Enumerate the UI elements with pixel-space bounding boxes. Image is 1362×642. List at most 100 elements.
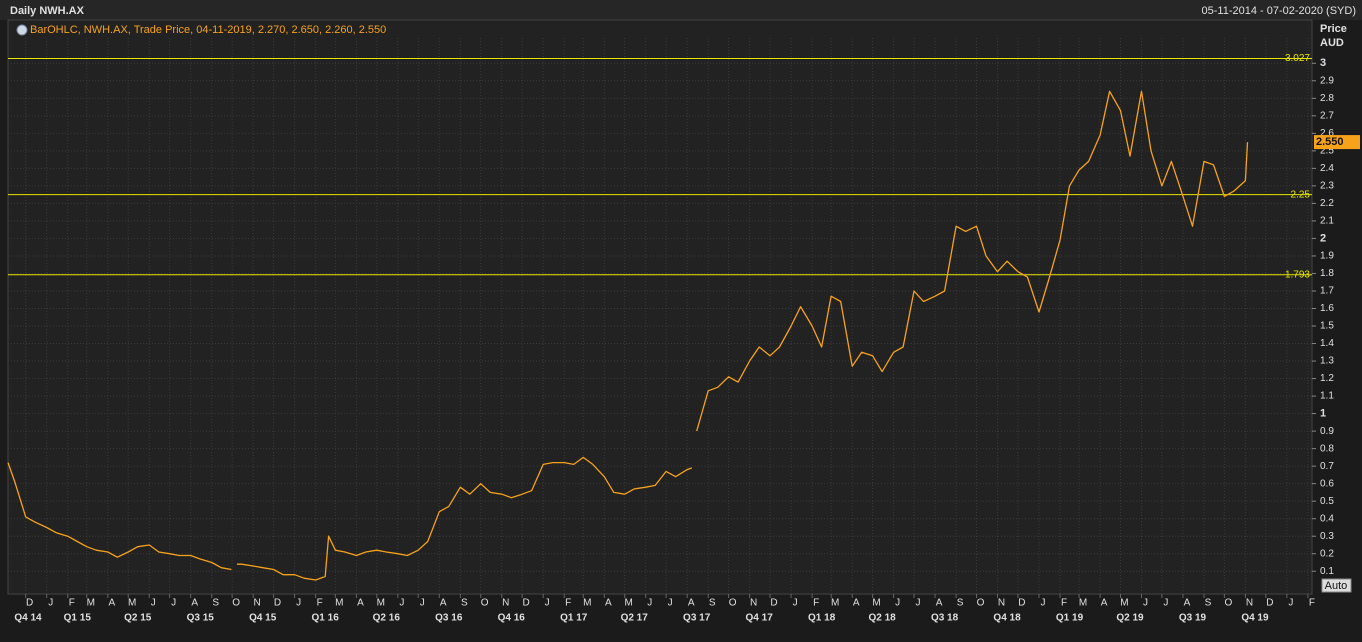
date-range: 05-11-2014 - 07-02-2020 (SYD) (1202, 5, 1357, 17)
x-tick-label: F (1061, 598, 1067, 609)
y-tick-label: 2.8 (1320, 93, 1334, 104)
quarter-label: Q4 17 (746, 613, 774, 624)
y-tick-label: 0.6 (1320, 478, 1334, 489)
auto-button[interactable] (1321, 578, 1352, 593)
x-tick-label: M (583, 598, 591, 609)
y-axis-title: AUD (1320, 37, 1344, 49)
quarter-label: Q3 18 (931, 613, 959, 624)
quarter-label: Q4 19 (1241, 613, 1269, 624)
x-tick-label: A (688, 598, 695, 609)
x-tick-label: N (254, 598, 261, 609)
quarter-label: Q2 19 (1116, 613, 1144, 624)
x-tick-label: M (377, 598, 385, 609)
y-tick-label: 2.3 (1320, 181, 1334, 192)
x-tick-label: J (399, 598, 404, 609)
x-tick-label: A (853, 598, 860, 609)
x-tick-label: D (274, 598, 281, 609)
quarter-label: Q2 16 (373, 613, 401, 624)
y-tick-label: 1 (1320, 408, 1326, 420)
x-tick-label: M (831, 598, 839, 609)
x-tick-label: J (151, 598, 156, 609)
y-tick-label: 0.4 (1320, 513, 1334, 524)
y-tick-label: 1.8 (1320, 268, 1334, 279)
x-tick-label: A (605, 598, 612, 609)
y-tick-label: 2.2 (1320, 198, 1334, 209)
y-tick-label: 2.7 (1320, 110, 1334, 121)
x-tick-label: O (232, 598, 240, 609)
quarter-label: Q1 18 (808, 613, 836, 624)
x-tick-label: A (440, 598, 447, 609)
x-tick-label: D (770, 598, 777, 609)
x-tick-label: N (502, 598, 509, 609)
legend-text: BarOHLC, NWH.AX, Trade Price, 04-11-2019… (30, 24, 386, 36)
quarter-label: Q4 15 (249, 613, 277, 624)
legend-icon[interactable] (16, 24, 28, 36)
x-tick-label: M (335, 598, 343, 609)
x-tick-label: J (793, 598, 798, 609)
quarter-label: Q2 17 (621, 613, 649, 624)
quarter-label: Q4 18 (993, 613, 1021, 624)
x-tick-label: N (750, 598, 757, 609)
quarter-label: Q3 17 (683, 613, 711, 624)
x-tick-label: A (1101, 598, 1108, 609)
y-tick-label: 0.9 (1320, 426, 1334, 437)
y-tick-label: 2.5 (1320, 145, 1334, 156)
chart-title: Daily NWH.AX (10, 5, 85, 17)
x-tick-label: F (317, 598, 323, 609)
x-tick-label: F (565, 598, 571, 609)
x-tick-label: J (895, 598, 900, 609)
quarter-label: Q4 16 (498, 613, 526, 624)
x-tick-label: M (625, 598, 633, 609)
x-tick-label: O (977, 598, 985, 609)
x-tick-label: S (957, 598, 964, 609)
y-tick-label: 1.7 (1320, 286, 1334, 297)
y-tick-label: 0.1 (1320, 566, 1334, 577)
x-tick-label: S (1205, 598, 1212, 609)
y-tick-label: 2.1 (1320, 216, 1334, 227)
x-tick-label: J (647, 598, 652, 609)
x-tick-label: J (420, 598, 425, 609)
quarter-label: Q4 14 (14, 613, 42, 624)
x-tick-label: J (1163, 598, 1168, 609)
x-tick-label: M (128, 598, 136, 609)
x-tick-label: J (171, 598, 176, 609)
x-tick-label: S (461, 598, 468, 609)
x-tick-label: D (1266, 598, 1273, 609)
quarter-label: Q1 16 (312, 613, 340, 624)
x-tick-label: D (26, 598, 33, 609)
y-tick-label: 3 (1320, 57, 1326, 69)
y-tick-label: 2.6 (1320, 128, 1334, 139)
quarter-label: Q1 17 (560, 613, 588, 624)
x-tick-label: J (1143, 598, 1148, 609)
x-tick-label: M (1120, 598, 1128, 609)
x-tick-label: A (357, 598, 364, 609)
reference-label: 1.793 (1285, 269, 1310, 280)
x-tick-label: O (729, 598, 737, 609)
y-tick-label: 1.1 (1320, 391, 1334, 402)
x-tick-label: A (191, 598, 198, 609)
quarter-label: Q1 19 (1056, 613, 1084, 624)
x-tick-label: J (668, 598, 673, 609)
x-tick-label: S (212, 598, 219, 609)
header-bar (0, 0, 1362, 20)
x-tick-label: A (1184, 598, 1191, 609)
x-tick-label: J (296, 598, 301, 609)
plot-area (7, 19, 1313, 595)
x-tick-label: O (481, 598, 489, 609)
x-tick-label: J (916, 598, 921, 609)
x-tick-label: A (109, 598, 116, 609)
x-tick-label: D (523, 598, 530, 609)
auto-button-label[interactable]: Auto (1325, 580, 1348, 592)
y-tick-label: 1.2 (1320, 373, 1334, 384)
y-tick-label: 0.3 (1320, 531, 1334, 542)
x-tick-label: D (1018, 598, 1025, 609)
y-tick-label: 1.4 (1320, 338, 1334, 349)
quarter-label: Q3 19 (1179, 613, 1207, 624)
y-tick-label: 2.4 (1320, 163, 1334, 174)
x-tick-label: J (545, 598, 550, 609)
y-axis-title: Price (1320, 23, 1347, 35)
quarter-label: Q2 18 (868, 613, 896, 624)
x-tick-label: F (1309, 598, 1315, 609)
